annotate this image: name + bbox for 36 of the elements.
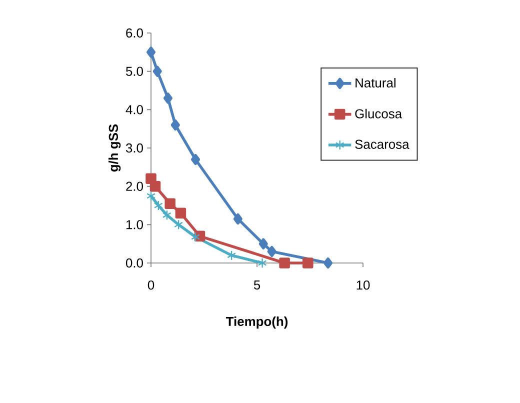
- x-tick-label: 10: [356, 280, 370, 290]
- legend-label: Natural: [356, 78, 396, 88]
- legend-label: Glucosa: [355, 108, 402, 118]
- x-tick-label: 5: [254, 280, 260, 290]
- point: [233, 213, 242, 224]
- x-tick-label: 0: [148, 280, 154, 290]
- point: [146, 46, 156, 58]
- point: [174, 220, 184, 230]
- point: [267, 246, 276, 258]
- legend-label: Sacarosa: [355, 140, 410, 149]
- point: [302, 258, 314, 268]
- point: [227, 250, 236, 260]
- y-axis-title: g/h gSS: [108, 124, 121, 172]
- point: [146, 190, 156, 201]
- y-tick-label: 2.0: [126, 182, 143, 191]
- point: [191, 232, 200, 242]
- y-tick-label: 4.0: [126, 105, 143, 114]
- y-tick-label: 5.0: [126, 66, 143, 76]
- point: [279, 258, 290, 268]
- y-tick-label: 3.0: [126, 143, 143, 153]
- point: [258, 238, 268, 250]
- point: [162, 210, 172, 220]
- point: [163, 92, 172, 104]
- point: [175, 208, 186, 219]
- point: [258, 258, 267, 268]
- y-tick-label: 6.0: [126, 28, 143, 38]
- y-tick-label: 1.0: [126, 220, 143, 230]
- point: [150, 180, 161, 192]
- point: [170, 119, 180, 131]
- point: [190, 154, 200, 166]
- point: [154, 200, 163, 211]
- point: [164, 198, 176, 209]
- y-tick-label: 0.0: [126, 258, 143, 268]
- point: [152, 66, 162, 77]
- point: [323, 257, 333, 269]
- x-axis-title: Tiempo(h): [226, 316, 288, 329]
